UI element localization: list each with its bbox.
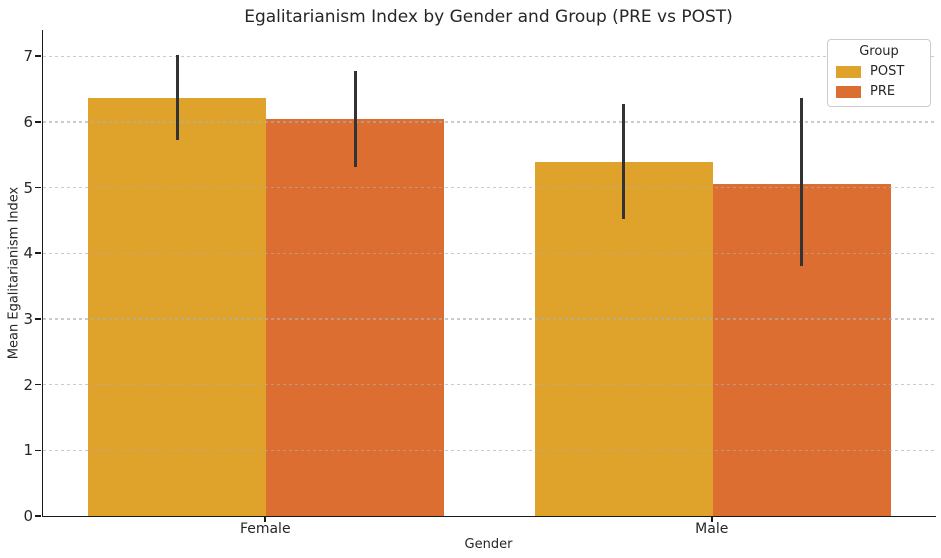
x-tick-mark [264, 517, 267, 522]
y-tick-mark [35, 252, 41, 255]
y-tick-mark [35, 318, 41, 320]
legend: Group POST PRE [827, 39, 931, 107]
error-bar-female-post [175, 54, 179, 140]
y-tick-label: 1 [23, 441, 33, 460]
y-tick-mark [35, 186, 41, 189]
legend-item-pre: PRE [836, 84, 922, 99]
error-bar-male-post [622, 103, 626, 220]
y-tick-mark [35, 121, 41, 123]
legend-label: POST [870, 64, 905, 79]
y-tick-label: 7 [23, 47, 33, 66]
legend-swatch-pre-icon [836, 85, 861, 98]
legend-swatch-post-icon [836, 65, 861, 78]
x-tick-mark [710, 517, 713, 522]
legend-items: POST PRE [836, 64, 922, 99]
legend-item-post: POST [836, 64, 922, 79]
y-tick-label: 5 [23, 178, 33, 197]
chart-title: Egalitarianism Index by Gender and Group… [244, 7, 733, 27]
legend-label: PRE [870, 84, 896, 99]
y-tick-label: 0 [23, 507, 33, 525]
y-tick-mark [35, 55, 41, 58]
error-bar-female-pre [353, 70, 357, 167]
y-tick-label: 3 [23, 309, 33, 328]
bar-female-post [88, 97, 267, 516]
y-tick-mark [35, 449, 41, 452]
bar-male-post [534, 162, 713, 516]
bar-female-pre [266, 119, 445, 516]
plot-area: Group POST PRE [42, 30, 936, 517]
legend-title: Group [859, 44, 899, 59]
y-axis-label: Mean Egalitarianism Index [6, 186, 22, 360]
x-tick-label: Female [239, 521, 291, 537]
y-tick-mark [35, 383, 41, 386]
x-tick-label: Male [695, 521, 729, 537]
y-tick-label: 4 [23, 244, 33, 263]
y-tick-mark [35, 515, 41, 517]
x-axis-label: Gender [464, 537, 513, 552]
y-tick-label: 6 [23, 112, 33, 131]
y-tick-label: 2 [23, 375, 33, 394]
error-bar-male-pre [800, 98, 804, 267]
